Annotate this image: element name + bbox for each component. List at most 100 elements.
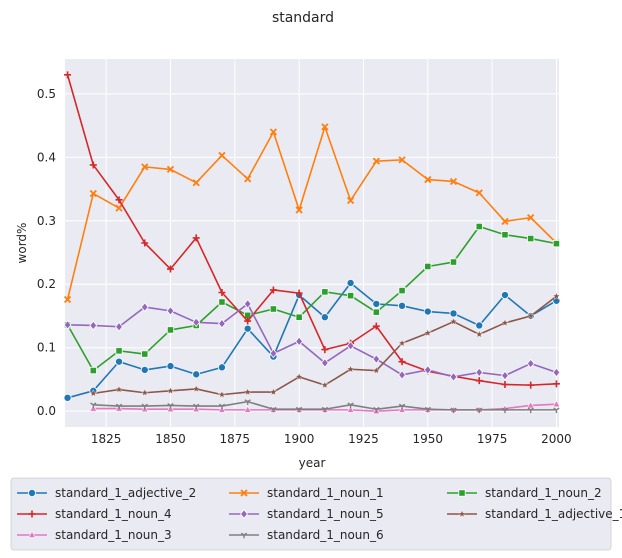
data-point xyxy=(295,336,304,347)
data-point xyxy=(218,318,226,329)
data-point xyxy=(243,387,252,396)
data-point xyxy=(321,123,329,131)
legend-item: standard_1_noun_1 xyxy=(229,486,384,500)
data-point xyxy=(243,405,252,413)
data-point xyxy=(114,385,124,394)
data-point xyxy=(475,189,483,197)
x-tick-label: 1825 xyxy=(91,432,122,446)
x-tick-label: 1875 xyxy=(220,432,251,446)
data-point xyxy=(269,387,278,396)
data-point xyxy=(527,213,535,222)
data-point xyxy=(63,393,72,402)
data-point xyxy=(423,328,432,337)
data-point xyxy=(398,405,406,413)
legend-marker xyxy=(27,488,36,497)
data-point xyxy=(526,358,535,369)
data-point xyxy=(115,196,123,204)
legend-item: standard_1_adjective_2 xyxy=(17,486,196,500)
data-point xyxy=(64,71,72,79)
y-tick-label: 0.3 xyxy=(37,214,56,228)
data-point xyxy=(192,370,201,379)
legend-label: standard_1_noun_2 xyxy=(485,486,602,500)
x-tick-label: 2000 xyxy=(541,432,572,446)
data-point xyxy=(89,366,97,375)
data-point xyxy=(346,340,355,351)
data-point xyxy=(140,388,149,397)
data-point xyxy=(372,299,381,308)
y-tick-label: 0.5 xyxy=(37,87,56,101)
data-point xyxy=(552,399,561,408)
data-point xyxy=(141,350,149,358)
data-point xyxy=(90,402,97,408)
series-line xyxy=(66,126,557,300)
data-point xyxy=(398,370,406,380)
data-point xyxy=(244,175,252,183)
series-standard_1_noun_2 xyxy=(63,222,561,375)
data-point xyxy=(166,306,175,316)
data-point xyxy=(141,239,149,247)
data-point xyxy=(397,338,407,347)
data-point xyxy=(244,399,251,405)
series-line xyxy=(66,225,557,372)
data-point xyxy=(398,403,406,410)
data-point xyxy=(115,347,123,355)
series-standard_1_noun_6 xyxy=(90,399,560,414)
data-point xyxy=(501,407,509,414)
legend-marker xyxy=(457,509,467,518)
series-standard_1_noun_4 xyxy=(64,71,560,389)
data-point xyxy=(167,403,174,409)
data-point xyxy=(398,286,406,295)
data-point xyxy=(269,128,278,136)
data-point xyxy=(501,370,509,381)
data-point xyxy=(295,289,303,297)
legend-item: standard_1_noun_5 xyxy=(229,507,384,521)
data-point xyxy=(526,311,535,320)
x-tick-label: 1850 xyxy=(155,432,186,446)
series-line xyxy=(67,303,557,378)
data-point xyxy=(166,165,175,174)
data-point xyxy=(346,405,355,413)
data-point xyxy=(166,405,175,413)
data-point xyxy=(424,175,432,184)
data-point xyxy=(372,308,380,316)
data-point xyxy=(500,291,509,300)
x-tick-label: 1925 xyxy=(348,432,379,446)
legend-item: standard_1_adjective_1 xyxy=(447,507,622,521)
data-point xyxy=(527,407,534,414)
legend-marker xyxy=(28,530,36,538)
data-point xyxy=(89,404,98,412)
data-point xyxy=(320,313,329,322)
data-point xyxy=(501,217,509,226)
data-point xyxy=(423,365,432,375)
data-point xyxy=(294,372,304,381)
data-point xyxy=(372,157,380,165)
data-point xyxy=(501,231,509,239)
series-layer xyxy=(63,71,561,415)
data-point xyxy=(166,386,175,395)
data-point xyxy=(192,317,201,328)
data-point xyxy=(217,363,226,372)
legend: standard_1_adjective_2standard_1_noun_4s… xyxy=(10,477,622,551)
legend-label: standard_1_noun_6 xyxy=(267,528,384,542)
data-point xyxy=(192,179,200,187)
data-point xyxy=(552,240,561,248)
data-point xyxy=(89,320,98,331)
data-point xyxy=(63,295,72,304)
data-point xyxy=(115,357,124,366)
legend-label: standard_1_noun_4 xyxy=(55,507,172,521)
chart-title: standard xyxy=(272,10,334,26)
data-point xyxy=(218,288,226,296)
y-tick-label: 0.1 xyxy=(37,341,56,355)
data-point xyxy=(244,317,252,325)
data-point xyxy=(166,362,175,371)
data-point xyxy=(270,406,277,413)
data-point xyxy=(398,358,406,366)
legend-item: standard_1_noun_2 xyxy=(447,486,602,500)
data-point xyxy=(424,262,432,271)
series-standard_1_adjective_1 xyxy=(89,291,561,399)
data-point xyxy=(449,309,458,318)
tick-labels: 1825 1850 1875 1900 1925 1950 1975 2000 0.0 0.1 0.… xyxy=(37,87,572,446)
series-standard_1_noun_5 xyxy=(63,299,561,382)
data-point xyxy=(269,348,278,359)
data-point xyxy=(449,177,458,186)
